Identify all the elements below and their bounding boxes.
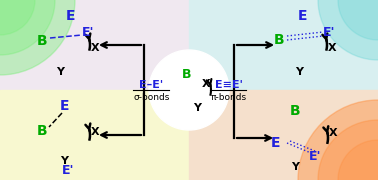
Text: X: X	[329, 128, 337, 138]
Text: E≡E': E≡E'	[215, 80, 242, 90]
Circle shape	[338, 0, 378, 40]
Text: B: B	[37, 124, 47, 138]
Text: E': E'	[323, 26, 335, 39]
Bar	[189, 0, 378, 90]
Circle shape	[318, 120, 378, 180]
Text: E: E	[65, 9, 75, 23]
Text: E: E	[298, 9, 308, 23]
Text: E': E'	[62, 163, 74, 177]
Circle shape	[0, 0, 75, 75]
Text: X: X	[202, 79, 210, 89]
Circle shape	[149, 50, 229, 130]
Text: B: B	[182, 68, 192, 80]
Text: Y: Y	[56, 67, 64, 77]
Text: X: X	[91, 127, 99, 137]
Bar	[0, 0, 189, 90]
Text: E': E'	[309, 150, 321, 163]
Text: σ-bonds: σ-bonds	[133, 93, 170, 102]
Text: B: B	[290, 104, 300, 118]
Text: π-bonds: π-bonds	[211, 93, 246, 102]
Text: X: X	[328, 43, 336, 53]
Circle shape	[298, 100, 378, 180]
Text: E: E	[271, 136, 281, 150]
Text: X: X	[91, 43, 99, 53]
Text: E': E'	[82, 26, 94, 39]
Text: Y: Y	[291, 162, 299, 172]
Text: Y: Y	[60, 156, 68, 166]
Text: E: E	[59, 99, 69, 113]
Circle shape	[318, 0, 378, 60]
Text: Y: Y	[193, 103, 201, 113]
Text: B: B	[37, 34, 47, 48]
Circle shape	[338, 140, 378, 180]
Circle shape	[0, 0, 55, 55]
Bar	[0, 90, 189, 180]
Text: B: B	[274, 33, 284, 47]
Circle shape	[0, 0, 35, 35]
Text: E–E': E–E'	[139, 80, 164, 90]
Text: Y: Y	[295, 67, 303, 77]
Bar	[189, 90, 378, 180]
